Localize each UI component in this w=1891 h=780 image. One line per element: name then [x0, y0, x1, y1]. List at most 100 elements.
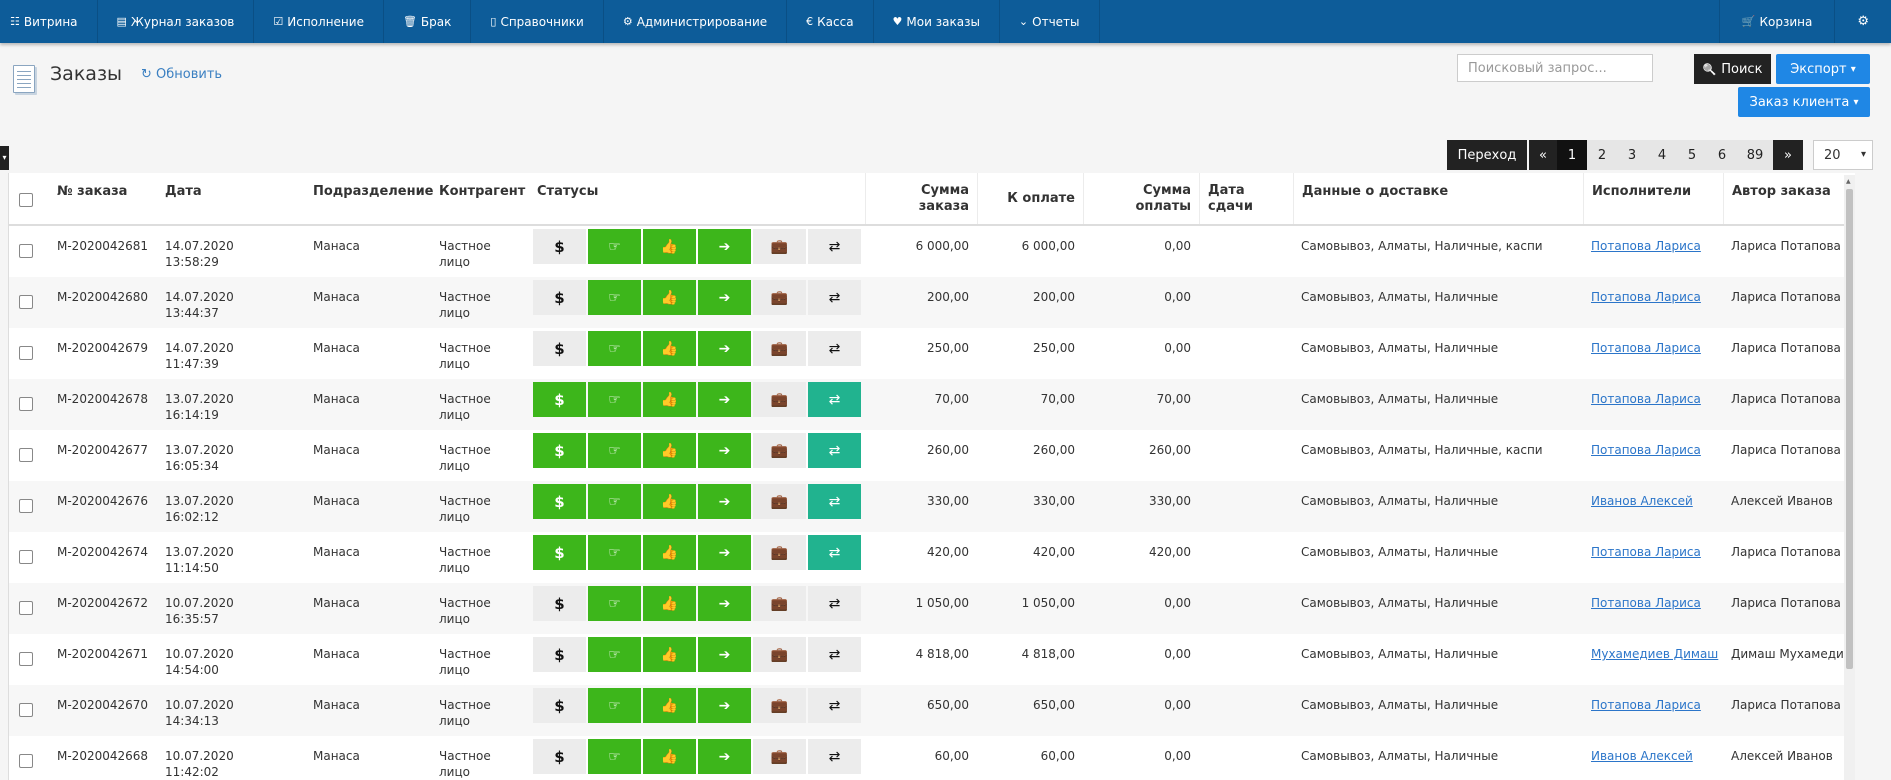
thumbs-up-icon[interactable]: 👍: [643, 637, 696, 672]
arrow-right-icon[interactable]: ➔: [698, 586, 751, 621]
payment-status-icon[interactable]: $: [533, 535, 586, 570]
briefcase-icon[interactable]: 💼: [753, 637, 806, 672]
thumbs-up-icon[interactable]: 👍: [643, 280, 696, 315]
payment-status-icon[interactable]: $: [533, 688, 586, 723]
exchange-icon[interactable]: ⇄: [808, 229, 861, 264]
goto-page-button[interactable]: Переход: [1447, 140, 1527, 170]
page-4-button[interactable]: 4: [1647, 140, 1677, 170]
nav-item-8[interactable]: ♥ Мои заказы: [874, 0, 1000, 43]
executor-link[interactable]: Потапова Лариса: [1591, 239, 1701, 253]
briefcase-icon[interactable]: 💼: [753, 739, 806, 774]
table-row[interactable]: М-2020042670 10.07.2020 14:34:13 Манаса Част…: [9, 685, 1855, 737]
executor-link[interactable]: Потапова Лариса: [1591, 443, 1701, 457]
payment-status-icon[interactable]: $: [533, 433, 586, 468]
thumbs-up-icon[interactable]: 👍: [643, 433, 696, 468]
briefcase-icon[interactable]: 💼: [753, 331, 806, 366]
nav-item-6[interactable]: ⚙ Администрирование: [604, 0, 788, 43]
arrow-right-icon[interactable]: ➔: [698, 637, 751, 672]
table-row[interactable]: М-2020042681 14.07.2020 13:58:29 Манаса Част…: [9, 226, 1855, 278]
exchange-icon[interactable]: ⇄: [808, 535, 861, 570]
briefcase-icon[interactable]: 💼: [753, 229, 806, 264]
col-sum[interactable]: Сумма заказа: [865, 173, 977, 224]
scroll-up-icon[interactable]: ▲: [1846, 178, 1851, 185]
arrow-right-icon[interactable]: ➔: [698, 535, 751, 570]
col-author[interactable]: Автор заказа: [1723, 173, 1855, 224]
thumbs-up-icon[interactable]: 👍: [643, 739, 696, 774]
arrow-right-icon[interactable]: ➔: [698, 382, 751, 417]
row-checkbox[interactable]: [19, 499, 33, 513]
exchange-icon[interactable]: ⇄: [808, 739, 861, 774]
settings-button[interactable]: ⚙: [1834, 0, 1891, 43]
row-checkbox[interactable]: [19, 448, 33, 462]
row-checkbox[interactable]: [19, 703, 33, 717]
payment-status-icon[interactable]: $: [533, 637, 586, 672]
payment-status-icon[interactable]: $: [533, 229, 586, 264]
table-row[interactable]: М-2020042671 10.07.2020 14:54:00 Манаса Част…: [9, 634, 1855, 686]
cart-button[interactable]: 🛒 Корзина: [1718, 0, 1835, 43]
page-3-button[interactable]: 3: [1617, 140, 1647, 170]
col-to-pay[interactable]: К оплате: [977, 173, 1083, 224]
page-2-button[interactable]: 2: [1587, 140, 1617, 170]
payment-status-icon[interactable]: $: [533, 739, 586, 774]
exchange-icon[interactable]: ⇄: [808, 280, 861, 315]
refresh-button[interactable]: ↻ Обновить: [141, 67, 222, 82]
payment-status-icon[interactable]: $: [533, 484, 586, 519]
payment-status-icon[interactable]: $: [533, 331, 586, 366]
select-all-checkbox[interactable]: [19, 193, 33, 207]
hand-pointer-icon[interactable]: ☞: [588, 280, 641, 315]
exchange-icon[interactable]: ⇄: [808, 637, 861, 672]
nav-item-7[interactable]: € Касса: [787, 0, 874, 43]
arrow-right-icon[interactable]: ➔: [698, 433, 751, 468]
prev-page-button[interactable]: «: [1529, 140, 1557, 170]
nav-item-5[interactable]: ▯ Справочники: [471, 0, 604, 43]
hand-pointer-icon[interactable]: ☞: [588, 637, 641, 672]
page-1-button[interactable]: 1: [1557, 140, 1587, 170]
executor-link[interactable]: Потапова Лариса: [1591, 698, 1701, 712]
executor-link[interactable]: Мухамедиев Димаш: [1591, 647, 1719, 661]
nav-item-3[interactable]: ☑ Исполнение: [254, 0, 384, 43]
thumbs-up-icon[interactable]: 👍: [643, 535, 696, 570]
search-button[interactable]: 🔍 Поиск: [1694, 54, 1771, 84]
thumbs-up-icon[interactable]: 👍: [643, 484, 696, 519]
table-row[interactable]: М-2020042672 10.07.2020 16:35:57 Манаса Част…: [9, 583, 1855, 635]
col-paid[interactable]: Сумма оплаты: [1083, 173, 1199, 224]
thumbs-up-icon[interactable]: 👍: [643, 331, 696, 366]
scrollbar-thumb[interactable]: [1846, 189, 1853, 669]
briefcase-icon[interactable]: 💼: [753, 688, 806, 723]
page-6-button[interactable]: 6: [1707, 140, 1737, 170]
nav-item-4[interactable]: 🗑 Брак: [384, 0, 472, 43]
table-row[interactable]: М-2020042676 13.07.2020 16:02:12 Манаса Част…: [9, 481, 1855, 533]
hand-pointer-icon[interactable]: ☞: [588, 535, 641, 570]
col-date[interactable]: Дата: [165, 184, 202, 199]
row-checkbox[interactable]: [19, 550, 33, 564]
arrow-right-icon[interactable]: ➔: [698, 688, 751, 723]
briefcase-icon[interactable]: 💼: [753, 433, 806, 468]
table-row[interactable]: М-2020042678 13.07.2020 16:14:19 Манаса Част…: [9, 379, 1855, 431]
executor-link[interactable]: Иванов Алексей: [1591, 749, 1693, 763]
executor-link[interactable]: Иванов Алексей: [1591, 494, 1693, 508]
exchange-icon[interactable]: ⇄: [808, 331, 861, 366]
client-order-button[interactable]: Заказ клиента ▾: [1738, 87, 1870, 117]
thumbs-up-icon[interactable]: 👍: [643, 688, 696, 723]
page-89-button[interactable]: 89: [1737, 140, 1773, 170]
table-row[interactable]: М-2020042677 13.07.2020 16:05:34 Манаса Част…: [9, 430, 1855, 482]
hand-pointer-icon[interactable]: ☞: [588, 586, 641, 621]
thumbs-up-icon[interactable]: 👍: [643, 586, 696, 621]
arrow-right-icon[interactable]: ➔: [698, 739, 751, 774]
side-toggle-tab[interactable]: ▾: [0, 146, 9, 170]
page-size-select[interactable]: 20 ▾: [1813, 140, 1873, 170]
nav-item-2[interactable]: ▤ Журнал заказов: [98, 0, 255, 43]
col-due-date[interactable]: Дата сдачи: [1199, 173, 1293, 224]
table-row[interactable]: М-2020042674 13.07.2020 11:14:50 Манаса Част…: [9, 532, 1855, 584]
table-row[interactable]: М-2020042668 10.07.2020 11:42:02 Манаса Част…: [9, 736, 1855, 780]
row-checkbox[interactable]: [19, 601, 33, 615]
hand-pointer-icon[interactable]: ☞: [588, 229, 641, 264]
executor-link[interactable]: Потапова Лариса: [1591, 290, 1701, 304]
search-input[interactable]: [1457, 54, 1653, 82]
col-executors[interactable]: Исполнители: [1583, 173, 1723, 224]
arrow-right-icon[interactable]: ➔: [698, 484, 751, 519]
payment-status-icon[interactable]: $: [533, 280, 586, 315]
page-5-button[interactable]: 5: [1677, 140, 1707, 170]
row-checkbox[interactable]: [19, 652, 33, 666]
row-checkbox[interactable]: [19, 295, 33, 309]
